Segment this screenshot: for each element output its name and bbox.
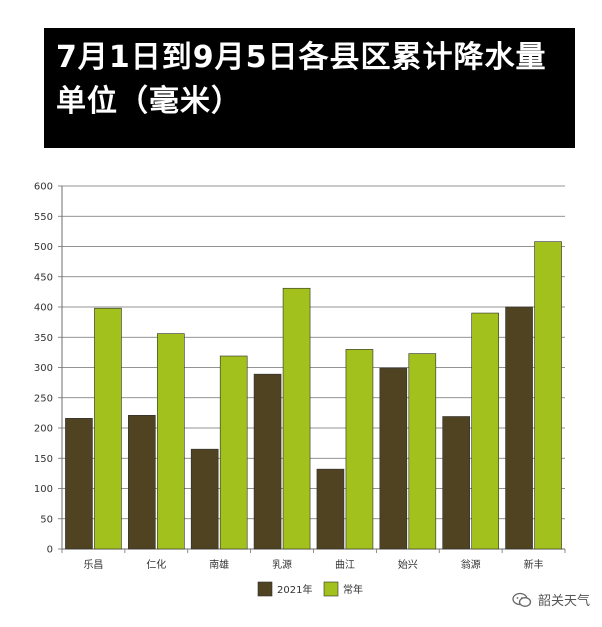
legend-label: 2021年 (277, 583, 312, 596)
watermark: 韶关天气 (512, 590, 590, 609)
bar (345, 349, 374, 550)
bar (408, 353, 437, 550)
bar (94, 307, 122, 550)
bar (65, 418, 93, 550)
legend-label: 常年 (343, 583, 363, 596)
y-tick-label: 400 (34, 303, 53, 314)
y-tick-label: 0 (47, 545, 53, 556)
x-tick-label: 乳源 (272, 558, 292, 571)
bar-chart: 0 50 100 150 200 250 300 350 400 450 500 550 600 乐昌 仁化… (34, 182, 566, 597)
bar (471, 312, 499, 550)
y-tick-label: 100 (34, 484, 53, 495)
y-tick-label: 50 (40, 514, 53, 525)
bar (157, 333, 185, 550)
bar (219, 355, 248, 550)
legend-swatch (323, 581, 339, 597)
bar (128, 414, 156, 550)
x-tick-label: 南雄 (209, 558, 229, 571)
chart-subtitle: 单位（毫米） (56, 84, 242, 119)
wechat-icon (512, 592, 532, 607)
bar (379, 367, 408, 550)
bar (534, 241, 562, 550)
bar (442, 416, 470, 550)
title-banner: 7月1日到9月5日各县区累计降水量 单位（毫米） (44, 28, 575, 148)
bar (253, 373, 282, 550)
y-tick-label: 450 (34, 272, 53, 283)
x-tick-label: 乐昌 (83, 559, 103, 571)
chart-area: 0 50 100 150 200 250 300 350 400 450 500 550 600 乐昌 仁化… (12, 175, 590, 613)
x-tick-label: 曲江 (335, 559, 355, 571)
y-tick-label: 150 (34, 454, 53, 465)
y-tick-label: 250 (34, 393, 53, 404)
x-tick-label: 仁化 (146, 558, 166, 571)
y-tick-label: 300 (34, 363, 53, 374)
y-tick-label: 200 (34, 424, 53, 435)
x-tick-label: 始兴 (398, 558, 418, 571)
watermark-text: 韶关天气 (537, 594, 590, 609)
y-tick-label: 550 (34, 212, 53, 223)
y-tick-label: 600 (34, 182, 53, 193)
bar (282, 287, 311, 550)
x-tick-label: 新丰 (524, 558, 544, 571)
legend-swatch (257, 581, 273, 597)
y-tick-label: 500 (34, 242, 53, 253)
chart-title: 7月1日到9月5日各县区累计降水量 (56, 40, 547, 75)
bar (190, 448, 219, 550)
bar (505, 306, 533, 550)
y-tick-label: 350 (34, 333, 53, 344)
x-tick-label: 翁源 (461, 558, 481, 571)
bar (316, 468, 345, 550)
